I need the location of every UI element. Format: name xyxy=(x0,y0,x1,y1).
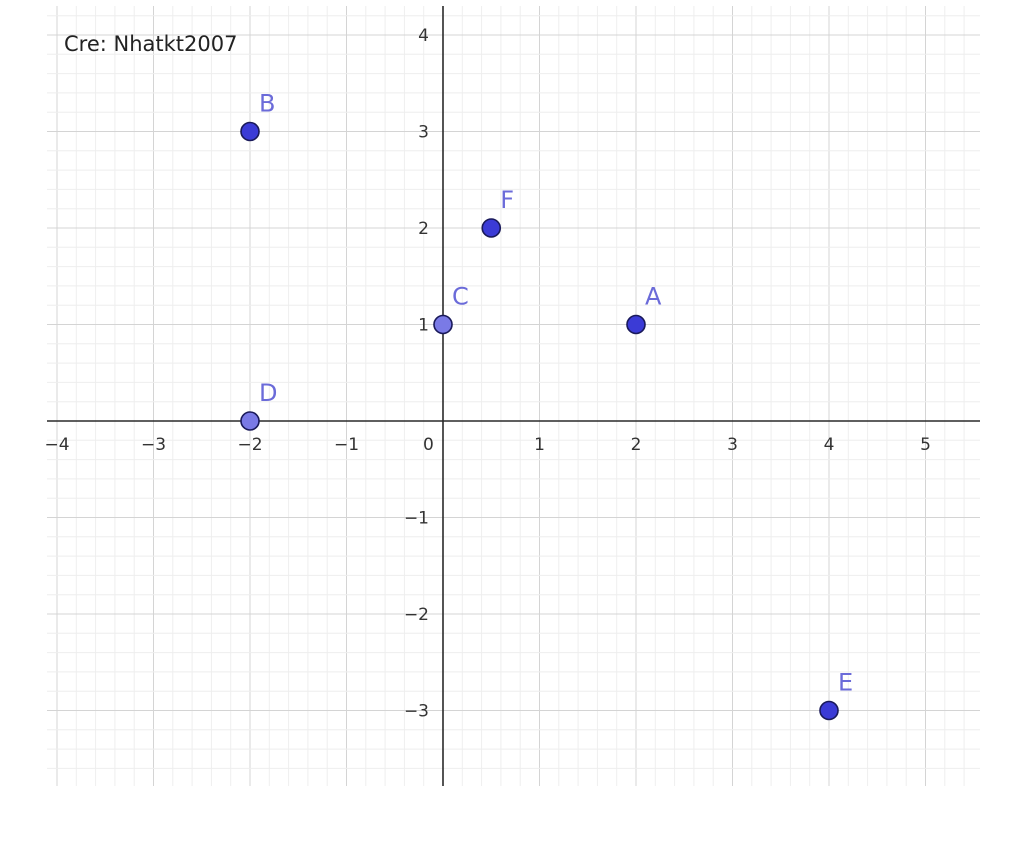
point-d xyxy=(240,411,260,431)
y-tick-label: −2 xyxy=(404,605,429,625)
y-tick-label: 3 xyxy=(418,123,429,143)
point-label-f: F xyxy=(500,186,514,214)
x-tick-label: 0 xyxy=(423,435,434,455)
axes xyxy=(47,6,980,786)
x-tick-label: 2 xyxy=(631,435,642,455)
x-tick-label: −1 xyxy=(334,435,359,455)
point-label-d: D xyxy=(259,379,277,407)
credit-text: Cre: Nhatkt2007 xyxy=(64,32,237,56)
point-label-e: E xyxy=(838,669,853,697)
point-e xyxy=(819,700,839,721)
x-tick-label: 4 xyxy=(824,435,835,455)
x-tick-label: 5 xyxy=(920,435,931,455)
point-f xyxy=(481,218,502,238)
x-tick-label: 1 xyxy=(534,435,545,455)
y-tick-label: 4 xyxy=(418,26,429,46)
x-tick-label: −2 xyxy=(237,435,262,455)
x-tick-label: −4 xyxy=(44,435,69,455)
point-label-a: A xyxy=(645,283,662,311)
y-tick-label: 1 xyxy=(418,316,429,336)
point-a xyxy=(626,314,646,335)
grid xyxy=(47,6,980,786)
point-c xyxy=(433,314,453,335)
x-tick-label: −3 xyxy=(141,435,166,455)
x-tick-label: 3 xyxy=(727,435,738,455)
y-tick-label: −3 xyxy=(404,702,429,722)
point-label-b: B xyxy=(259,90,275,118)
y-tick-label: 2 xyxy=(418,219,429,239)
tick-labels: −4 −3 −2 −1 0 1 2 3 4 5 −3 −2 −1 1 2 3 4 xyxy=(44,26,930,722)
points: B F C A D E xyxy=(240,90,853,721)
point-label-c: C xyxy=(452,283,469,311)
point-b xyxy=(240,121,260,142)
y-tick-label: −1 xyxy=(404,509,429,529)
